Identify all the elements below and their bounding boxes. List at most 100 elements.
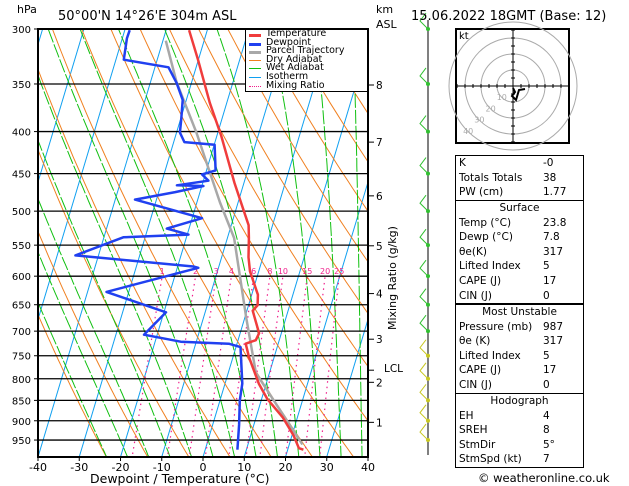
row-value: 7 <box>543 453 550 466</box>
pressure-tick-label: 400 <box>12 128 31 139</box>
hodograph-table: Hodograph EH 4 SREH 8 StmDir 5° StmSpd (kt) 7 <box>455 393 584 468</box>
location-title: 50°00'N 14°26'E 304m ASL <box>58 9 237 24</box>
pressure-tick-label: 900 <box>12 417 31 428</box>
row-value: 1.77 <box>543 186 567 199</box>
row-value: 8 <box>543 424 550 437</box>
mixing-ratio-label: 8 <box>267 267 272 276</box>
pressure-tick-label: 700 <box>12 327 31 338</box>
row-value: 0 <box>543 289 550 302</box>
table-row: Dewp (°C) 7.8 <box>456 230 583 245</box>
wind-barb <box>419 115 430 134</box>
plot-frame <box>37 28 369 458</box>
hodograph-ring-label: 30 <box>474 116 484 125</box>
wet-adiabat-line <box>38 197 150 457</box>
isotherm-line <box>0 4 9 475</box>
pressure-unit-label: hPa <box>17 3 37 16</box>
isotherm-line <box>38 29 167 457</box>
table-row: StmDir 5° <box>456 438 583 453</box>
x-axis-label: Dewpoint / Temperature (°C) <box>90 471 270 486</box>
wind-barb <box>419 404 430 423</box>
x-tick-label: -30 <box>70 461 88 474</box>
hodograph-ring <box>448 21 578 151</box>
row-value: 17 <box>543 274 557 287</box>
hodograph-trace <box>510 87 526 102</box>
row-label: Pressure (mb) <box>459 320 533 333</box>
wind-barb <box>419 423 430 443</box>
temperature-line <box>187 29 304 451</box>
wet-adiabat-line <box>117 29 257 457</box>
row-label: CIN (J) <box>459 378 492 391</box>
row-value: 5 <box>543 349 550 362</box>
table-row: PW (cm) 1.77 <box>456 185 583 200</box>
x-tick-label: 10 <box>237 461 251 474</box>
hodograph-ring-label: 40 <box>463 127 473 136</box>
row-value: 17 <box>543 364 557 377</box>
legend-item: Temperature <box>246 28 367 39</box>
row-label: θe(K) <box>459 245 487 258</box>
row-label: StmSpd (kt) <box>459 453 522 466</box>
wet-adiabat-line <box>38 139 171 457</box>
pressure-tick-label: 950 <box>12 436 31 447</box>
km-tick-label: 6 <box>376 191 383 203</box>
legend-swatch <box>249 68 261 70</box>
lcl-label: LCL <box>384 363 404 375</box>
table-row: CAPE (J) 17 <box>456 274 583 289</box>
row-label: Lifted Index <box>459 349 521 362</box>
mixing-ratio-label: 25 <box>334 267 344 276</box>
dry-adiabat-line <box>110 29 355 457</box>
wet-adiabat-line <box>268 29 321 457</box>
most-unstable-table: Most Unstable Pressure (mb) 987 θe (K) 317 Li… <box>455 304 584 394</box>
height-unit-km: km <box>376 3 394 16</box>
dry-adiabat-line <box>38 67 231 457</box>
mixing-ratio-label: 3 <box>214 267 219 276</box>
isotherm-line <box>38 29 85 184</box>
legend-swatch <box>249 85 261 87</box>
legend-item: Isotherm <box>246 72 367 82</box>
x-tick-label: 0 <box>200 461 207 474</box>
surface-table: Surface Temp (°C) 23.8 Dewp (°C) 7.8 θe(K) 317… <box>455 200 584 305</box>
datetime-title: 15.06.2022 18GMT (Base: 12) <box>411 9 607 24</box>
mixing-ratio-label: 10 <box>278 267 288 276</box>
row-label: PW (cm) <box>459 186 504 199</box>
row-value: 5 <box>543 260 550 273</box>
dry-adiabat-line <box>256 29 368 213</box>
mixing-ratio-label: 6 <box>251 267 256 276</box>
row-value: 317 <box>543 245 564 258</box>
pressure-tick-label: 600 <box>12 272 31 283</box>
table-section-title: Surface <box>499 202 540 214</box>
wind-barb <box>419 12 430 31</box>
table-row: K -0 <box>456 156 583 171</box>
row-label: CAPE (J) <box>459 364 502 377</box>
dry-adiabat-line <box>168 29 368 368</box>
mixing-ratio-line <box>304 276 326 457</box>
table-section-title: Hodograph <box>490 395 549 407</box>
pressure-tick-label: 550 <box>12 241 31 252</box>
table-row: θe(K) 317 <box>456 245 583 260</box>
row-label: Dewp (°C) <box>459 231 513 244</box>
legend-label: Temperature <box>266 28 327 39</box>
wind-barb <box>419 362 430 381</box>
isotherm-line <box>326 317 368 457</box>
legend-label: Dry Adiabat <box>266 53 323 65</box>
row-label: Temp (°C) <box>459 216 512 229</box>
wet-adiabat-line <box>314 29 342 457</box>
dry-adiabat-line <box>38 230 149 457</box>
km-tick-label: 1 <box>376 417 383 429</box>
legend-swatch <box>249 42 261 46</box>
table-row: Temp (°C) 23.8 <box>456 216 583 231</box>
mixing-ratio-label: 1 <box>160 267 165 276</box>
legend-swatch <box>249 51 261 55</box>
x-tick-label: -10 <box>153 461 171 474</box>
pressure-tick-label: 850 <box>12 396 31 407</box>
wind-barb <box>419 384 430 403</box>
km-tick-label: 3 <box>376 334 383 346</box>
dewpoint-line <box>74 29 244 450</box>
wet-adiabat-line <box>38 73 193 457</box>
table-row: CAPE (J) 17 <box>456 363 583 378</box>
isotherm-line <box>38 29 126 322</box>
row-label: StmDir <box>459 438 496 451</box>
table-row: CIN (J) 0 <box>456 289 583 304</box>
wind-barb <box>419 67 430 86</box>
legend-label: Dewpoint <box>266 36 312 48</box>
table-row: CIN (J) 0 <box>456 378 583 393</box>
